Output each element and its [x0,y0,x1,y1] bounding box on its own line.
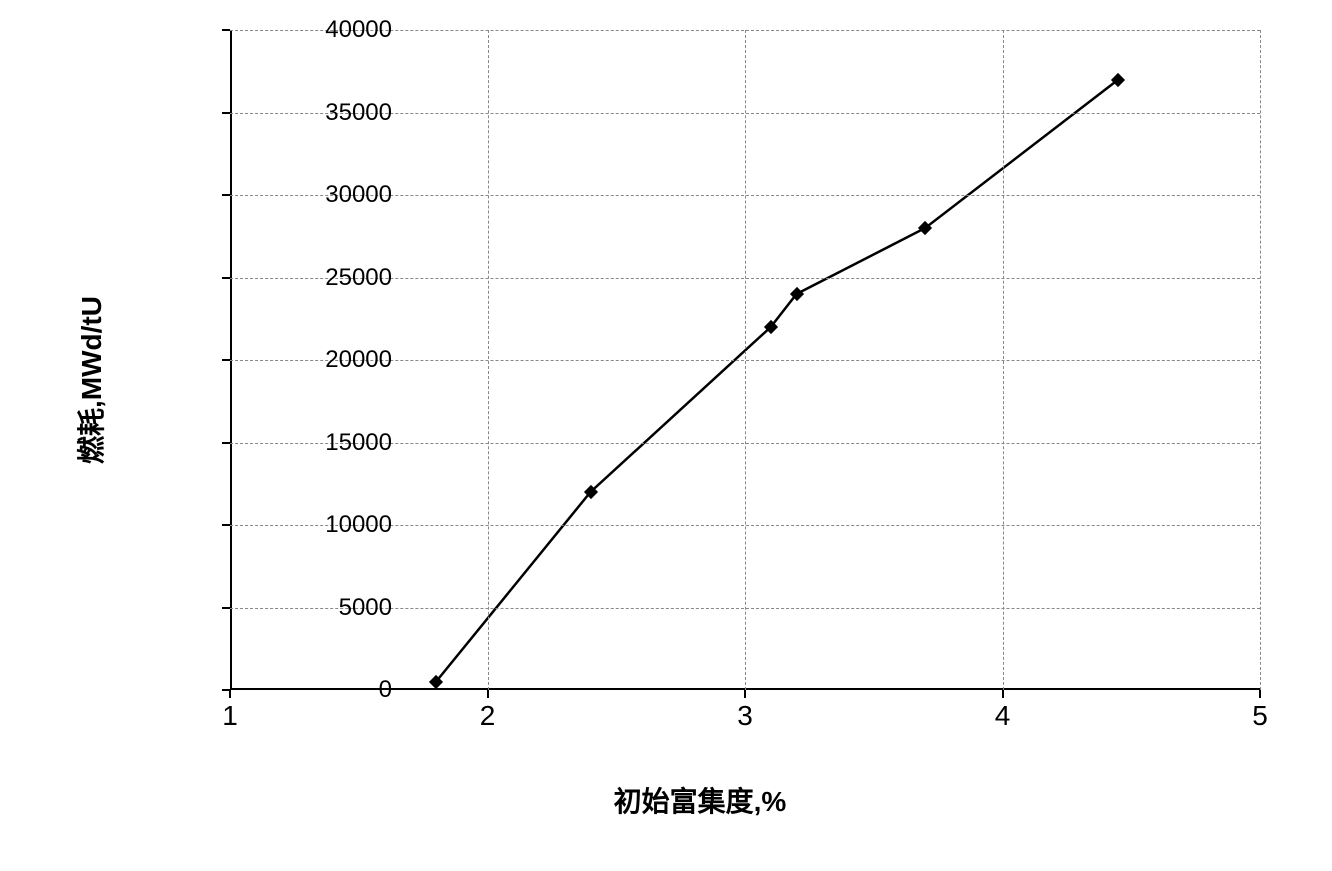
x-tick-label: 1 [222,700,238,732]
grid-line-vertical [488,30,489,690]
y-tick-mark [222,607,230,609]
data-series-line [436,80,1118,682]
chart-container: 燃耗,MWd/tU 初始富集度,% 0500010000150002000025… [100,20,1300,840]
data-marker [789,287,803,301]
y-tick-label: 35000 [292,99,392,127]
data-marker [429,675,443,689]
y-tick-mark [222,29,230,31]
data-marker [583,485,597,499]
data-marker [764,320,778,334]
x-tick-label: 4 [995,700,1011,732]
y-tick-label: 0 [292,676,392,704]
x-tick-label: 2 [480,700,496,732]
grid-line-vertical [1260,30,1261,690]
x-tick-mark [229,690,231,698]
x-tick-mark [744,690,746,698]
x-tick-label: 3 [737,700,753,732]
y-axis-label: 燃耗,MWd/tU [70,296,110,464]
x-tick-mark [1002,690,1004,698]
y-tick-label: 20000 [292,346,392,374]
data-marker [918,221,932,235]
y-tick-label: 30000 [292,181,392,209]
y-tick-mark [222,194,230,196]
grid-line-vertical [1003,30,1004,690]
y-tick-label: 5000 [292,594,392,622]
y-tick-mark [222,112,230,114]
y-tick-mark [222,524,230,526]
y-tick-label: 10000 [292,511,392,539]
y-tick-label: 25000 [292,264,392,292]
x-tick-mark [487,690,489,698]
data-marker [1111,72,1125,86]
y-tick-mark [222,359,230,361]
y-tick-mark [222,442,230,444]
y-tick-label: 40000 [292,16,392,44]
x-tick-mark [1259,690,1261,698]
y-tick-label: 15000 [292,429,392,457]
x-axis-label: 初始富集度,% [614,780,787,820]
x-tick-label: 5 [1252,700,1268,732]
y-tick-mark [222,277,230,279]
grid-line-vertical [745,30,746,690]
